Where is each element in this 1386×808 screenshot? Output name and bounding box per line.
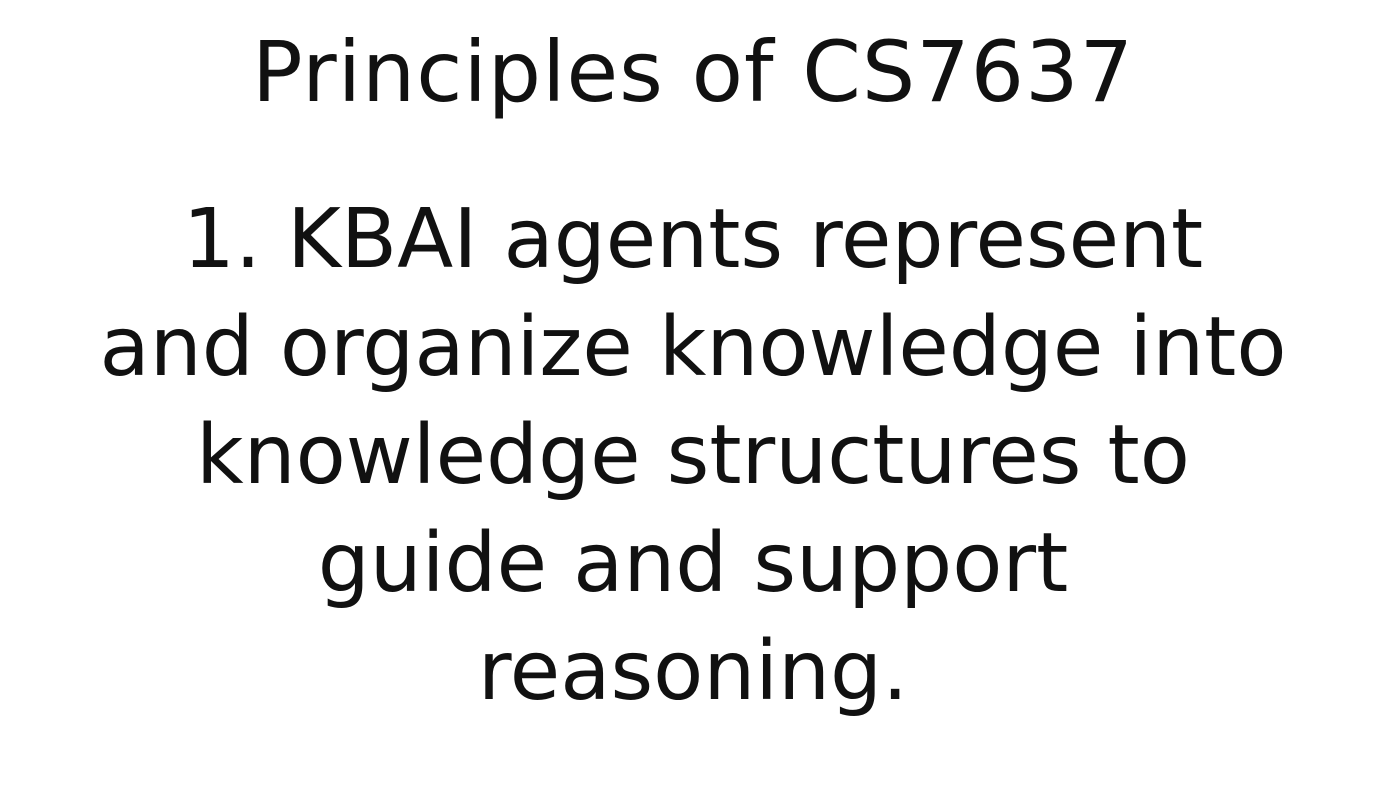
principle-line-4: guide and support	[317, 516, 1069, 611]
principle-line-1: 1. KBAI agents represent	[182, 192, 1204, 287]
principle-line-5: reasoning.	[477, 624, 909, 719]
principle-text: 1. KBAI agents represent and organize kn…	[0, 186, 1386, 726]
principle-line-2: and organize knowledge into	[99, 300, 1287, 395]
slide-title: Principles of CS7637	[251, 23, 1135, 121]
principle-line-3: knowledge structures to	[196, 408, 1190, 503]
